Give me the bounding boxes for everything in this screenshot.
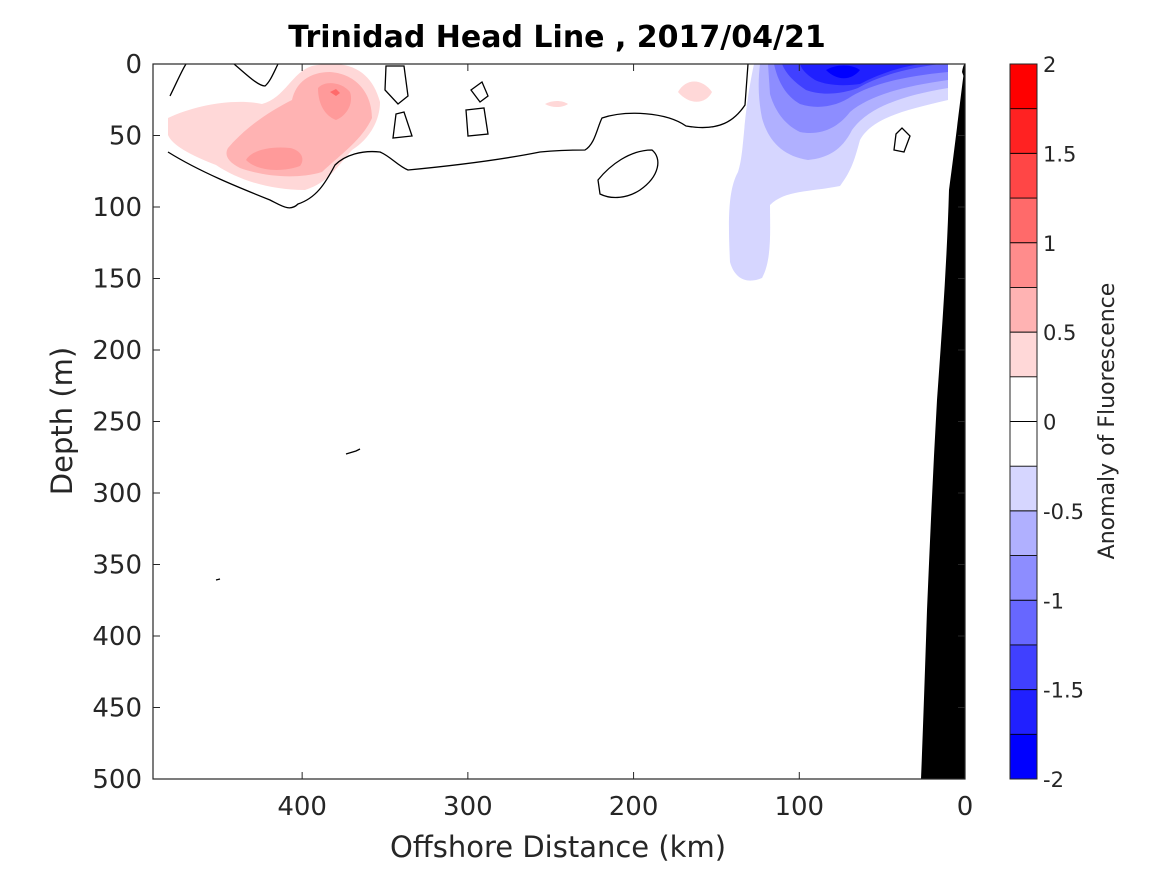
colorbar-band bbox=[1010, 689, 1037, 735]
colorbar-band bbox=[1010, 108, 1037, 154]
zero-contours bbox=[167, 64, 911, 581]
colorbar-tick-label: 1 bbox=[1043, 232, 1056, 256]
colorbar-tick-label: -2 bbox=[1043, 768, 1064, 792]
colorbar-band bbox=[1010, 644, 1037, 690]
y-tick-label: 400 bbox=[92, 622, 142, 652]
colorbar-band bbox=[1010, 287, 1037, 333]
colorbar-tick-label: -1 bbox=[1043, 589, 1064, 613]
positive-anomaly-core bbox=[330, 89, 340, 96]
y-tick-label: 250 bbox=[92, 408, 142, 438]
colorbar-band bbox=[1010, 242, 1037, 288]
zero-contour-left-top bbox=[169, 64, 187, 97]
zero-contour-closed-4 bbox=[465, 107, 489, 137]
colorbar-band bbox=[1010, 600, 1037, 645]
x-axis: 400 300 200 100 0 bbox=[277, 64, 973, 822]
plot-area: 0 50 100 150 200 250 300 350 400 450 500 400 300 200… bbox=[92, 50, 973, 822]
x-tick-label: 400 bbox=[277, 792, 327, 822]
colorbar: 2 1.5 1 0.5 0 -0.5 -1 -1.5 -2 bbox=[1009, 53, 1084, 792]
x-tick-label: 100 bbox=[774, 792, 824, 822]
y-axis-label: Depth (m) bbox=[45, 347, 79, 495]
colorbar-tick-label: -1.5 bbox=[1043, 679, 1084, 703]
zero-contour-closed-3 bbox=[470, 80, 489, 103]
colorbar-band bbox=[1010, 376, 1037, 422]
chart-title: Trinidad Head Line , 2017/04/21 bbox=[288, 20, 825, 55]
y-tick-label: 500 bbox=[92, 765, 142, 795]
colorbar-band bbox=[1010, 332, 1037, 377]
colorbar-tick-label: -0.5 bbox=[1043, 500, 1084, 524]
colorbar-band bbox=[1010, 198, 1037, 243]
x-tick-label: 200 bbox=[609, 792, 659, 822]
y-tick-label: 350 bbox=[92, 551, 142, 581]
colorbar-tick-label: 0 bbox=[1043, 411, 1056, 435]
y-tick-label: 0 bbox=[125, 50, 142, 80]
zero-contour-closed-6 bbox=[893, 127, 911, 153]
y-tick-label: 50 bbox=[109, 122, 142, 152]
contour-field bbox=[167, 64, 965, 779]
bottom-topography-edge bbox=[962, 64, 965, 80]
positive-anomaly-contour-0.75 bbox=[246, 147, 303, 170]
y-tick-label: 150 bbox=[92, 265, 142, 295]
colorbar-label: Anomaly of Fluorescence bbox=[1095, 283, 1120, 560]
x-axis-label: Offshore Distance (km) bbox=[390, 830, 726, 864]
colorbar-tick-label: 1.5 bbox=[1043, 142, 1076, 166]
positive-anomaly-small-patch-2 bbox=[545, 101, 568, 107]
y-tick-label: 300 bbox=[92, 479, 142, 509]
y-tick-label: 200 bbox=[92, 336, 142, 366]
positive-anomaly-small-patch bbox=[678, 81, 712, 102]
colorbar-band bbox=[1010, 64, 1037, 109]
y-tick-label: 450 bbox=[92, 694, 142, 724]
colorbar-band bbox=[1010, 421, 1037, 467]
colorbar-frame bbox=[1009, 63, 1038, 780]
colorbar-band bbox=[1010, 555, 1037, 601]
x-tick-label: 300 bbox=[443, 792, 493, 822]
negative-anomaly-core bbox=[826, 65, 860, 79]
zero-contour-closed-5 bbox=[597, 149, 659, 199]
colorbar-band bbox=[1010, 510, 1037, 556]
colorbar-band bbox=[1010, 734, 1037, 779]
zero-contour-closed-2 bbox=[392, 111, 413, 139]
colorbar-tick-label: 0.5 bbox=[1043, 321, 1076, 345]
zero-contour-main bbox=[167, 64, 749, 209]
zero-contour-dot bbox=[215, 578, 221, 581]
colorbar-band bbox=[1010, 153, 1037, 199]
zero-contour-left-arc bbox=[233, 64, 279, 87]
x-tick-label: 0 bbox=[957, 792, 974, 822]
zero-contour-closed-1 bbox=[384, 65, 409, 105]
y-tick-label: 100 bbox=[92, 193, 142, 223]
colorbar-tick-label: 2 bbox=[1043, 53, 1056, 77]
colorbar-band bbox=[1010, 466, 1037, 511]
positive-anomaly-contour-0.75-upper bbox=[318, 83, 352, 120]
y-axis: 0 50 100 150 200 250 300 350 400 450 500 bbox=[92, 50, 965, 795]
zero-contour-small-mark bbox=[345, 448, 361, 455]
bottom-topography bbox=[921, 64, 965, 779]
